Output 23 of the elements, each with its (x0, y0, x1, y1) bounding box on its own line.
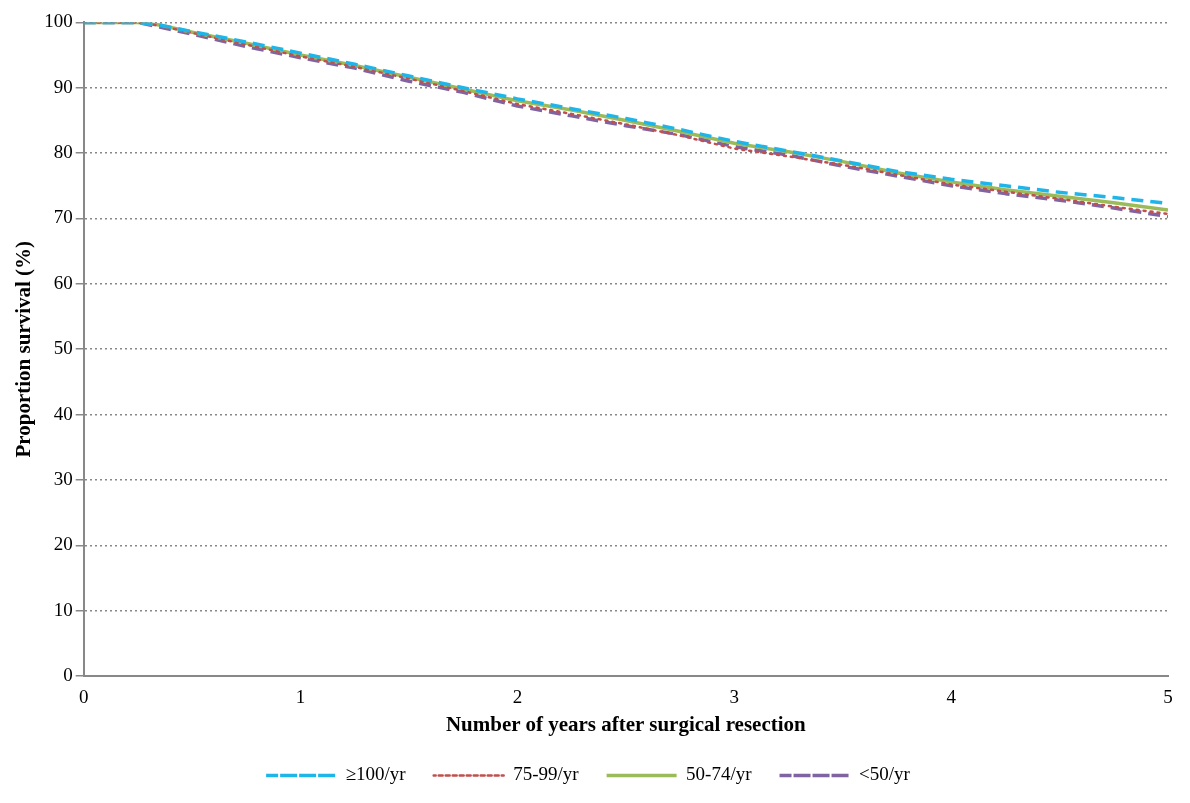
legend-label: 50-74/yr (686, 763, 753, 785)
x-tick-label: 5 (1163, 686, 1173, 708)
y-tick-label: 90 (53, 75, 73, 97)
y-tick-label: 60 (53, 271, 73, 293)
x-axis-title: Number of years after surgical resection (445, 711, 807, 736)
x-tick-label: 3 (729, 686, 740, 708)
y-tick-label: 30 (53, 467, 73, 489)
y-tick-label: 70 (53, 206, 73, 228)
legend-label: <50/yr (859, 763, 911, 785)
x-tick-label: 0 (78, 686, 89, 708)
legend-label: 75-99/yr (513, 763, 580, 785)
y-tick-label: 40 (53, 402, 73, 424)
x-tick-label: 4 (946, 686, 957, 708)
y-tick-label: 50 (53, 337, 73, 359)
y-axis-title: Proportion survival (%) (11, 240, 36, 458)
y-tick-label: 80 (53, 141, 73, 163)
x-tick-label: 2 (512, 686, 523, 708)
y-tick-label: 20 (53, 533, 73, 555)
y-tick-label: 0 (63, 663, 73, 685)
legend-label: ≥100/yr (345, 763, 407, 785)
x-tick-label: 1 (295, 686, 306, 708)
y-tick-label: 100 (44, 10, 73, 32)
y-tick-label: 10 (53, 598, 73, 620)
